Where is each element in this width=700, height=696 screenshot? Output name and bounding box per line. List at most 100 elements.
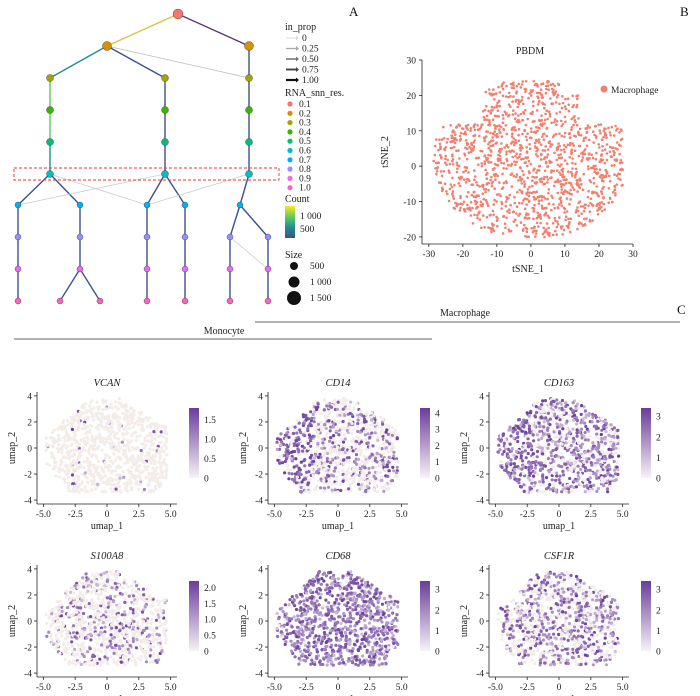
umap-cell xyxy=(302,446,306,450)
tsne-point xyxy=(451,176,454,180)
umap-cell xyxy=(90,488,94,492)
tsne-point xyxy=(453,145,456,149)
umap-cell xyxy=(384,488,389,492)
umap-cell xyxy=(125,432,129,436)
tsne-point xyxy=(495,193,499,196)
tsne-point xyxy=(542,226,545,230)
tsne-point xyxy=(500,202,504,206)
umap-cell xyxy=(532,429,536,434)
tsne-point xyxy=(574,135,578,138)
umap-cell xyxy=(116,437,120,441)
umap-cell xyxy=(90,454,94,459)
tsne-point xyxy=(601,149,604,152)
umap-cell xyxy=(59,462,63,467)
umap-cell xyxy=(106,420,111,424)
tsne-point xyxy=(518,212,522,216)
umap-cell xyxy=(87,449,91,453)
tsne-point xyxy=(512,109,515,112)
tsne-point xyxy=(555,146,559,150)
umap-cell xyxy=(116,593,120,597)
umap-cell xyxy=(124,454,128,458)
umap-ytick-label: 0 xyxy=(27,445,32,455)
legend-inprop-title: in_prop xyxy=(285,22,316,33)
tsne-point xyxy=(544,145,547,148)
tsne-point xyxy=(522,157,525,161)
umap-cell xyxy=(149,627,153,631)
umap-cell xyxy=(136,621,140,625)
tsne-point xyxy=(498,91,502,94)
umap-cell xyxy=(104,407,108,411)
umap-cell xyxy=(373,431,377,435)
umap-cell xyxy=(165,437,169,441)
umap-cell xyxy=(97,411,101,415)
umap-cell xyxy=(391,431,395,435)
umap-cell xyxy=(354,453,359,457)
tsne-point xyxy=(501,232,505,235)
umap-cell xyxy=(125,438,129,442)
umap-cell xyxy=(119,402,123,406)
tsne-point xyxy=(432,159,436,163)
tsne-point xyxy=(482,188,486,191)
umap-cell xyxy=(126,489,130,493)
umap-cell xyxy=(576,440,581,445)
umap-cell xyxy=(92,418,96,422)
umap-cell xyxy=(63,480,67,484)
tsne-xtick-label-1: -20 xyxy=(457,250,470,260)
tsne-point xyxy=(535,216,539,220)
tsne-point xyxy=(578,221,581,224)
tsne-point xyxy=(550,121,553,125)
umap-cell xyxy=(522,418,526,422)
umap-cell xyxy=(109,437,113,441)
tsne-point xyxy=(559,179,562,183)
umap-cell xyxy=(297,483,301,487)
umap-cell xyxy=(527,445,531,449)
tsne-point xyxy=(535,149,538,153)
umap-cell xyxy=(114,587,118,591)
tsne-point xyxy=(575,94,578,98)
tsne-point xyxy=(543,118,547,122)
tree-node-r3-2 xyxy=(245,106,253,114)
umap-cell xyxy=(369,479,373,483)
umap-cell xyxy=(75,439,79,443)
tsne-point xyxy=(557,156,561,160)
umap-cell xyxy=(54,474,58,478)
umap-cell xyxy=(582,434,586,438)
umap-cell xyxy=(289,440,293,444)
tsne-point xyxy=(588,138,591,142)
tsne-point xyxy=(483,162,487,166)
umap-cell xyxy=(329,451,333,455)
tsne-point xyxy=(585,144,589,148)
umap-cell xyxy=(348,411,352,415)
tsne-point xyxy=(539,143,543,147)
umap-cell xyxy=(540,449,544,453)
umap-cell xyxy=(110,421,114,426)
tsne-point xyxy=(602,129,606,133)
tsne-point xyxy=(576,227,579,231)
tsne-point xyxy=(477,156,480,160)
umap-cell xyxy=(159,430,163,434)
umap-cell xyxy=(293,472,297,476)
tsne-point xyxy=(546,232,550,236)
tsne-point xyxy=(588,220,592,223)
tsne-point xyxy=(474,195,478,199)
tsne-point xyxy=(618,131,621,134)
tsne-point xyxy=(435,161,438,165)
tsne-point xyxy=(483,108,487,112)
umap-cell xyxy=(302,459,306,463)
tsne-point xyxy=(533,130,536,134)
umap-cell xyxy=(589,471,593,475)
umap-cell xyxy=(591,415,595,419)
umap-cell xyxy=(92,406,96,410)
umap-cell xyxy=(537,421,541,425)
tsne-point xyxy=(476,183,479,187)
umap-cell xyxy=(298,468,302,472)
tsne-point xyxy=(472,195,476,198)
umap-cell xyxy=(58,475,62,479)
umap-cell xyxy=(352,437,356,441)
umap-cell xyxy=(352,407,356,411)
umap-cell xyxy=(117,659,121,663)
umap-cell xyxy=(85,410,89,414)
umap-cell xyxy=(82,439,86,444)
tsne-point xyxy=(493,187,497,190)
tsne-point xyxy=(542,157,546,161)
